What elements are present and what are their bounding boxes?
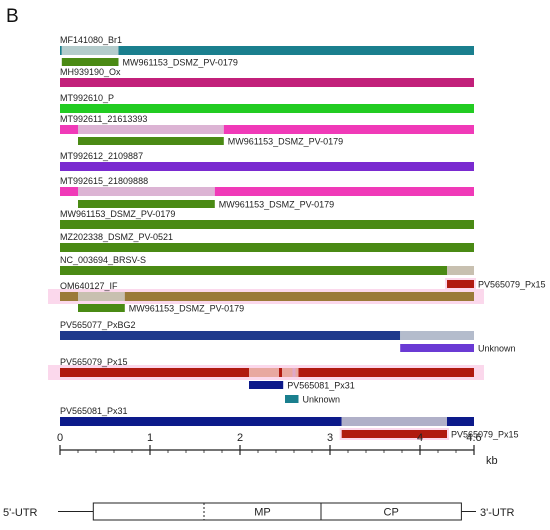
axis-tick-label: 3 <box>327 432 333 444</box>
genome-organization-map: MP CP 5'-UTR 3'-UTR <box>3 502 515 521</box>
genome-segment <box>60 331 401 340</box>
genome-segment <box>400 331 474 340</box>
genome-name: NC_003694_BRSV-S <box>60 255 146 265</box>
genome-segment <box>341 417 447 426</box>
genome-row: PV565081_Px31 PV565079_Px15 <box>60 406 519 440</box>
genome-segment <box>298 368 474 377</box>
similarity-hit <box>249 381 284 389</box>
region-label: CP <box>384 507 399 519</box>
hit-label: Unknown <box>478 344 516 354</box>
hit-label: MW961153_DSMZ_PV-0179 <box>228 137 343 147</box>
region-label: MP <box>254 507 271 519</box>
genome-row: MT992610_P <box>60 93 474 113</box>
genome-name: MT992612_2109887 <box>60 151 143 161</box>
genome-name: MF141080_Br1 <box>60 35 122 45</box>
axis-unit: kb <box>486 455 498 467</box>
similarity-hit <box>78 200 215 208</box>
genome-row: MT992615_21809888 MW961153_DSMZ_PV-0179 <box>60 176 475 210</box>
genome-segment <box>60 46 62 55</box>
genome-segment <box>60 292 78 301</box>
hit-label: MW961153_DSMZ_PV-0179 <box>129 304 244 314</box>
genome-segment <box>447 417 474 426</box>
axis-tick-label: 0 <box>57 432 63 444</box>
genome-tracks: MF141080_Br1MW961153_DSMZ_PV-0179MH93919… <box>48 35 546 440</box>
genome-name: MW961153_DSMZ_PV-0179 <box>60 209 175 219</box>
segment-marker <box>292 368 296 377</box>
genome-segment <box>60 187 78 196</box>
genome-segment <box>249 368 299 377</box>
hit-label: PV565081_Px31 <box>287 381 355 391</box>
orf-box <box>92 502 462 521</box>
genome-segment <box>124 292 475 301</box>
genome-segment <box>60 78 474 87</box>
genome-segment <box>60 162 474 171</box>
genome-segment <box>223 125 474 134</box>
similarity-hit <box>447 280 474 288</box>
genome-row: MZ202338_DSMZ_PV-0521 <box>60 232 474 252</box>
hit-label: Unknown <box>303 395 341 405</box>
genome-name: OM640127_IF <box>60 281 118 291</box>
hit-label: MW961153_DSMZ_PV-0179 <box>123 58 238 68</box>
segment-marker <box>279 368 282 377</box>
genome-name: PV565079_Px15 <box>60 357 128 367</box>
genome-name: MH939190_Ox <box>60 67 121 77</box>
hit-label: PV565079_Px15 <box>478 280 546 290</box>
genome-segment <box>78 187 215 196</box>
genome-name: MT992610_P <box>60 93 114 103</box>
similarity-hit <box>400 344 474 352</box>
genome-segment <box>60 266 447 275</box>
utr-5-label: 5'-UTR <box>3 507 38 519</box>
genome-row: MW961153_DSMZ_PV-0179 <box>60 209 474 229</box>
axis-tick-label: 2 <box>237 432 243 444</box>
genome-name: MZ202338_DSMZ_PV-0521 <box>60 232 173 242</box>
genome-segment <box>61 46 119 55</box>
genome-segment <box>60 368 249 377</box>
similarity-hit <box>78 304 125 312</box>
genome-row: MT992612_2109887 <box>60 151 474 171</box>
genome-row: PV565079_Px15 PV565081_Px31 Unknown <box>48 357 484 405</box>
genome-segment <box>214 187 475 196</box>
genome-name: PV565077_PxBG2 <box>60 320 136 330</box>
similarity-hit <box>285 395 299 403</box>
genome-segment <box>78 125 224 134</box>
genome-row: PV565077_PxBG2 Unknown <box>60 320 516 354</box>
genome-segment <box>78 292 125 301</box>
genome-name: MT992615_21809888 <box>60 176 148 186</box>
scale-axis: 0 1 2 3 4 4.6 kb <box>57 432 498 467</box>
genome-segment <box>60 220 474 229</box>
genome-segment <box>60 104 474 113</box>
hit-label: PV565079_Px15 <box>451 430 519 440</box>
utr-3-label: 3'-UTR <box>480 507 515 519</box>
genome-segment <box>60 243 474 252</box>
similarity-hit <box>61 58 119 66</box>
genome-name: PV565081_Px31 <box>60 406 128 416</box>
genome-segment <box>60 125 78 134</box>
genome-name: MT992611_21613393 <box>60 114 147 124</box>
panel-label: B <box>6 6 19 27</box>
genome-row: MH939190_Ox <box>60 67 474 87</box>
similarity-hit <box>78 137 224 145</box>
axis-tick-label: 4.6 <box>466 432 481 444</box>
hit-label: MW961153_DSMZ_PV-0179 <box>219 200 334 210</box>
genome-segment <box>447 266 474 275</box>
axis-tick-label: 1 <box>147 432 153 444</box>
genome-row: NC_003694_BRSV-S PV565079_Px15 <box>60 255 546 290</box>
genome-segment <box>118 46 474 55</box>
axis-tick-label: 4 <box>417 432 423 444</box>
genome-row: MT992611_21613393 MW961153_DSMZ_PV-0179 <box>60 114 474 147</box>
similarity-hit <box>341 430 447 438</box>
genome-segment <box>60 417 342 426</box>
genome-row: MF141080_Br1 MW961153_DSMZ_PV-0179 <box>60 35 474 68</box>
genome-row: OM640127_IF MW961153_DSMZ_PV-0179 <box>48 281 484 314</box>
